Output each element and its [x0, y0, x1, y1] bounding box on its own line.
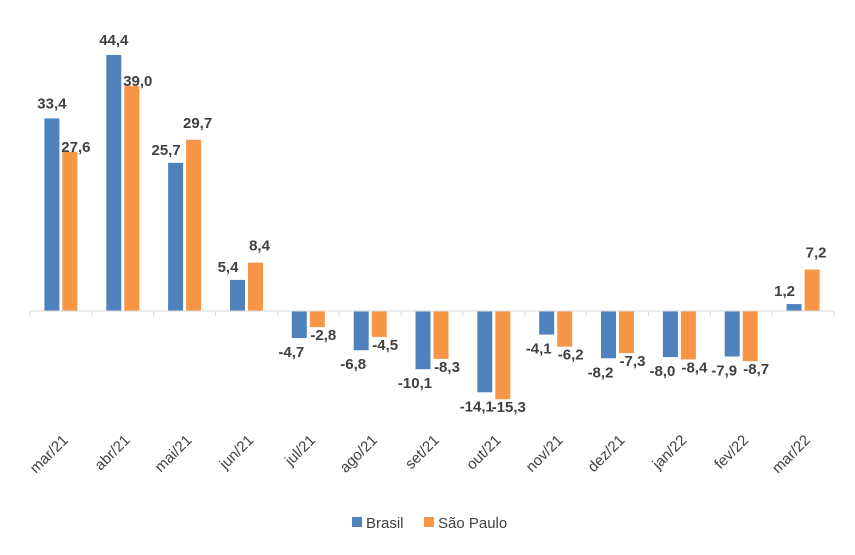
data-label-brasil-fev-22: -7,9: [711, 363, 737, 380]
bar-sao-paulo-jun-21: [248, 262, 263, 311]
bar-sao-paulo-set-21: [433, 311, 449, 359]
bar-brasil-jun-21: [230, 279, 245, 311]
x-tick-label-mar-21: mar/21: [27, 432, 72, 477]
data-label-sao-paulo-jun-21: 8,4: [249, 238, 271, 255]
data-label-sao-paulo-dez-21: -7,3: [620, 353, 646, 370]
bar-brasil-mai-21: [168, 162, 184, 311]
data-label-sao-paulo-jul-21: -2,8: [310, 327, 336, 344]
data-label-brasil-set-21: -10,1: [398, 375, 432, 392]
x-tick-label-dez-21: dez/21: [584, 432, 628, 476]
bar-sao-paulo-out-21: [495, 311, 511, 400]
data-label-sao-paulo-out-21: -15,3: [492, 399, 526, 416]
bar-sao-paulo-jan-22: [680, 311, 696, 360]
x-tick-label-abr-21: abr/21: [91, 432, 133, 474]
data-label-brasil-out-21: -14,1: [460, 398, 494, 415]
x-tick-label-nov-21: nov/21: [523, 432, 567, 476]
data-label-brasil-ago-21: -6,8: [340, 356, 366, 373]
data-label-sao-paulo-ago-21: -4,5: [372, 337, 398, 354]
data-label-sao-paulo-mai-21: 29,7: [183, 115, 212, 132]
bar-brasil-jul-21: [291, 311, 307, 339]
data-label-brasil-jul-21: -4,7: [278, 344, 304, 361]
legend-label-brasil: Brasil: [366, 515, 404, 532]
bar-brasil-dez-21: [601, 311, 616, 359]
bar-brasil-ago-21: [353, 311, 369, 351]
bar-sao-paulo-ago-21: [371, 311, 387, 337]
data-label-brasil-jan-22: -8,0: [649, 363, 675, 380]
legend-swatch-sao-paulo: [424, 517, 434, 527]
x-tick-label-jan-22: jan/22: [649, 432, 691, 474]
legend-swatch-brasil: [352, 517, 362, 527]
legend-label-sao-paulo: São Paulo: [438, 515, 507, 532]
data-label-sao-paulo-abr-21: 39,0: [123, 73, 152, 90]
data-label-sao-paulo-nov-21: -6,2: [558, 347, 584, 364]
data-label-brasil-mar-22: 1,2: [774, 283, 795, 300]
data-label-sao-paulo-mar-22: 7,2: [806, 245, 827, 262]
bar-brasil-jan-22: [662, 311, 678, 358]
data-label-brasil-nov-21: -4,1: [526, 341, 552, 358]
legend: Brasil São Paulo: [352, 515, 507, 532]
data-label-brasil-dez-21: -8,2: [588, 364, 614, 381]
x-tick-label-out-21: out/21: [463, 432, 505, 474]
bar-brasil-abr-21: [106, 55, 122, 311]
bar-sao-paulo-mar-21: [62, 151, 78, 311]
x-tick-label-jul-21: jul/21: [281, 432, 319, 470]
x-tick-label-ago-21: ago/21: [337, 432, 381, 476]
bar-sao-paulo-mai-21: [186, 139, 202, 311]
x-tick-label-mar-22: mar/22: [769, 432, 814, 477]
data-label-sao-paulo-mar-21: 27,6: [61, 139, 90, 156]
bar-brasil-mar-22: [786, 304, 802, 311]
bar-brasil-set-21: [415, 311, 431, 370]
bar-sao-paulo-abr-21: [124, 86, 140, 311]
bar-sao-paulo-jul-21: [309, 311, 325, 328]
data-label-sao-paulo-fev-22: -8,7: [743, 361, 769, 378]
data-label-brasil-mar-21: 33,4: [37, 95, 67, 112]
data-labels-layer: 33,427,644,439,025,729,75,48,4-4,7-2,8-6…: [37, 32, 826, 416]
bars-layer: [44, 55, 820, 400]
bar-brasil-nov-21: [539, 311, 555, 335]
x-tick-label-mai-21: mai/21: [152, 432, 196, 476]
bar-brasil-fev-22: [724, 311, 740, 357]
bar-sao-paulo-nov-21: [557, 311, 573, 347]
bar-sao-paulo-dez-21: [619, 311, 634, 354]
data-label-sao-paulo-jan-22: -8,4: [681, 359, 708, 376]
data-label-brasil-mai-21: 25,7: [151, 142, 180, 159]
x-tick-label-set-21: set/21: [402, 432, 443, 473]
bar-sao-paulo-mar-22: [804, 269, 820, 311]
bar-sao-paulo-fev-22: [742, 311, 758, 362]
data-label-brasil-jun-21: 5,4: [218, 259, 240, 276]
x-tick-label-fev-22: fev/22: [711, 432, 752, 473]
data-label-brasil-abr-21: 44,4: [99, 32, 129, 49]
data-label-sao-paulo-set-21: -8,3: [434, 359, 460, 376]
bar-brasil-mar-21: [44, 118, 60, 312]
x-tick-label-jun-21: jun/21: [216, 432, 258, 474]
bar-brasil-out-21: [477, 311, 493, 393]
